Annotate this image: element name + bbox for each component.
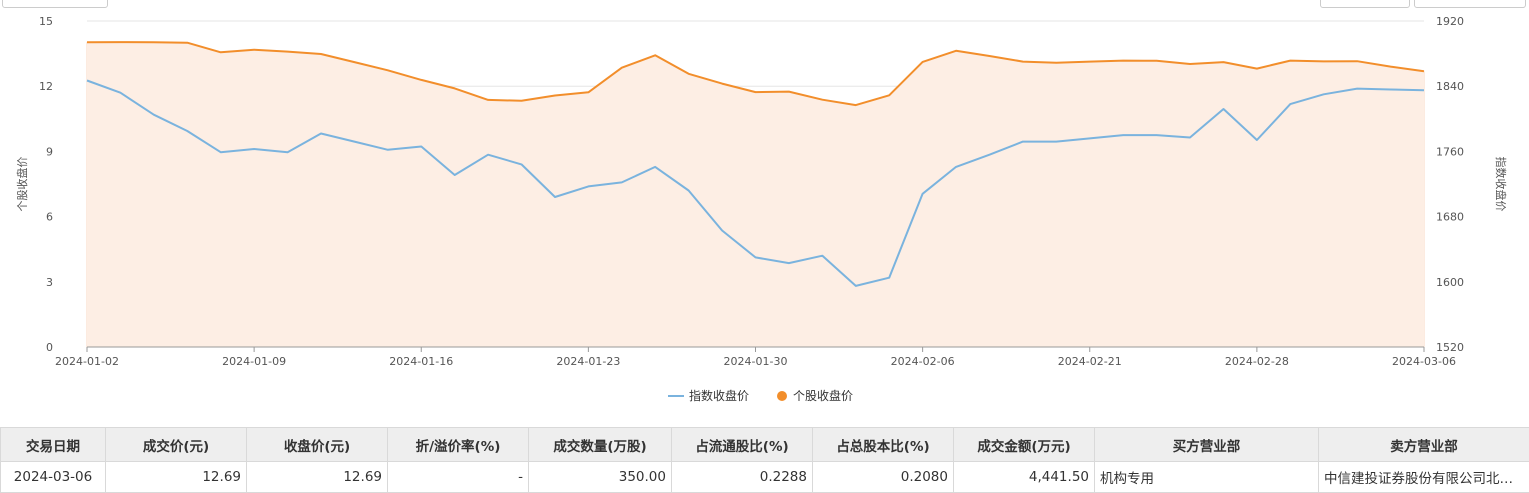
table-cell: 0.2288 [672,462,813,493]
column-header[interactable]: 交易日期 [1,428,106,462]
column-header[interactable]: 收盘价(元) [247,428,388,462]
x-tick-label: 2024-01-02 [55,355,119,368]
table-cell: 2024-03-06 [1,462,106,493]
y-left-tick-label: 15 [39,15,53,28]
table-cell: 0.2080 [813,462,954,493]
y-left-tick-label: 12 [39,80,53,93]
legend-index-label: 指数收盘价 [689,388,749,403]
dual-axis-line-chart: 0 3 6 9 12 15 1520 1600 1680 1760 1840 1920 2024-01-… [0,0,1529,425]
y-right-tick-label: 1920 [1436,15,1464,28]
table-cell: - [388,462,529,493]
stock-price-area-fill [87,42,1424,347]
x-tick-label: 2024-02-21 [1058,355,1122,368]
table-cell: 中信建投证券股份有限公司北京朝阳门北大街证券营业部 [1319,462,1529,493]
table-cell: 12.69 [106,462,247,493]
column-header[interactable]: 卖方营业部 [1319,428,1529,462]
x-tick-label: 2024-01-30 [724,355,788,368]
legend-stock-swatch [777,391,787,401]
legend-stock-label: 个股收盘价 [793,388,853,403]
column-header[interactable]: 买方营业部 [1095,428,1319,462]
y-left-tick-label: 0 [46,341,53,354]
column-header[interactable]: 成交价(元) [106,428,247,462]
x-tick-label: 2024-02-28 [1225,355,1289,368]
y-left-tick-label: 6 [46,211,53,224]
column-header[interactable]: 占流通股比(%) [672,428,813,462]
x-tick-label: 2024-02-06 [891,355,955,368]
x-tick-label: 2024-01-23 [556,355,620,368]
y-right-tick-label: 1760 [1436,145,1464,158]
y-left-axis-title: 个股收盘价 [15,157,29,212]
x-tick-label: 2024-01-09 [222,355,286,368]
y-left-tick-label: 3 [46,276,53,289]
column-header[interactable]: 成交金额(万元) [954,428,1095,462]
table-header-row: 交易日期成交价(元)收盘价(元)折/溢价率(%)成交数量(万股)占流通股比(%)… [1,428,1529,462]
y-right-tick-label: 1680 [1436,211,1464,224]
table-cell: 机构专用 [1095,462,1319,493]
y-right-tick-label: 1520 [1436,341,1464,354]
table-cell: 12.69 [247,462,388,493]
y-right-axis-title: 指数收盘价 [1494,157,1508,212]
column-header[interactable]: 折/溢价率(%) [388,428,529,462]
column-header[interactable]: 成交数量(万股) [529,428,672,462]
column-header[interactable]: 占总股本比(%) [813,428,954,462]
x-tick-label: 2024-03-06 [1392,355,1456,368]
y-right-tick-label: 1840 [1436,80,1464,93]
x-tick-label: 2024-01-16 [389,355,453,368]
block-trade-table: 交易日期成交价(元)收盘价(元)折/溢价率(%)成交数量(万股)占流通股比(%)… [0,427,1529,493]
table-cell: 4,441.50 [954,462,1095,493]
table-cell: 350.00 [529,462,672,493]
y-right-tick-label: 1600 [1436,276,1464,289]
y-left-tick-label: 9 [46,145,53,158]
